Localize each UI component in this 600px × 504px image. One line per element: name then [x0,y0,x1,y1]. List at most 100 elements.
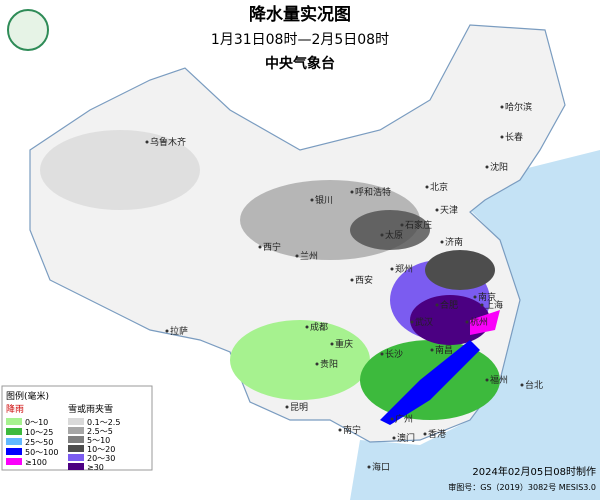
city-label: 成都 [310,321,328,333]
legend-label: 2.5～5 [87,427,113,436]
city-label: 武汉 [415,316,433,328]
city-label: 南宁 [343,424,361,436]
city-label: 香港 [428,428,446,440]
legend-label: ≥100 [25,458,47,467]
legend-swatch [6,418,22,425]
city-label: 海口 [372,461,390,473]
city-label: 长春 [505,131,523,143]
city-dot [423,432,427,436]
legend-swatch [68,463,84,470]
legend-rain-title: 降雨 [6,403,24,415]
city-dot [485,378,489,382]
city-label: 济南 [445,236,463,248]
legend-label: ≥30 [87,463,104,472]
legend-label: 5～10 [87,436,110,445]
city-dot [305,325,309,329]
city-dot [390,417,394,421]
city-label: 乌鲁木齐 [150,136,186,148]
city-label: 西宁 [263,241,281,253]
city-label: 杭州 [470,316,488,328]
legend-snow-title: 雪或雨夹雪 [68,403,113,415]
city-label: 哈尔滨 [505,101,532,113]
legend-swatch [6,438,22,445]
city-label: 天津 [440,205,458,216]
rain-area [380,340,480,425]
city-dot [440,240,444,244]
legend-swatch [6,428,22,435]
legend-swatch [68,436,84,443]
legend-label: 20～30 [87,454,115,463]
city-dot [473,295,477,299]
legend-swatch [68,427,84,434]
city-dot [390,267,394,271]
city-dot [315,362,319,366]
city-label: 澳门 [397,432,415,444]
city-dot [520,383,524,387]
city-dot [295,254,299,258]
rain-area [470,310,500,335]
city-dot [425,185,429,189]
city-dot [435,303,439,307]
legend-label: 0.1～2.5 [87,418,120,427]
city-label: 郑州 [395,263,413,275]
city-label: 长沙 [385,348,403,360]
legend-swatch [6,448,22,455]
city-dot [480,303,484,307]
city-dot [380,233,384,237]
city-label: 上海 [485,299,503,311]
city-label: 西安 [355,274,373,286]
legend-label: 10～20 [87,445,115,454]
city-label: 台北 [525,379,543,391]
city-label: 南昌 [435,344,453,356]
agency: 中央气象台 [265,55,335,72]
city-dot [258,245,262,249]
city-dot [338,428,342,432]
snow-area [350,210,430,250]
city-dot [500,105,504,109]
city-dot [145,140,149,144]
snow-area [425,250,495,290]
legend-swatch [68,418,84,425]
approval: 审图号：GS（2019）3082号 MESIS3.0 [448,482,596,492]
city-dot [165,329,169,333]
city-label: 重庆 [335,338,353,350]
made-time: 2024年02月05日08时制作 [472,465,596,478]
city-dot [380,352,384,356]
legend-swatch [6,458,22,465]
sea [350,150,600,500]
legend-swatch [68,445,84,452]
city-label: 石家庄 [405,219,432,231]
snow-area [40,130,200,210]
city-label: 沈阳 [490,161,508,173]
city-label: 呼和浩特 [355,186,391,198]
city-label: 南京 [478,291,496,303]
city-dot [350,190,354,194]
city-dot [485,165,489,169]
legend-swatch [68,454,84,461]
city-dot [410,320,414,324]
city-dot [285,405,289,409]
city-dot [392,436,396,440]
city-label: 兰州 [300,250,318,262]
city-dot [330,342,334,346]
legend-label: 0～10 [25,418,48,427]
city-dot [350,278,354,282]
city-label: 北京 [430,181,448,193]
precip-areas [40,130,500,425]
city-dot [430,348,434,352]
rain-area [230,320,370,400]
city-label: 合肥 [440,299,458,311]
legend-label: 10～25 [25,428,53,437]
city-dot [400,223,404,227]
title: 降水量实况图 [249,4,351,25]
city-label: 昆明 [290,402,308,413]
city-label: 银川 [315,194,333,206]
legend-title: 图例(毫米) [6,390,49,402]
logo [7,9,49,51]
city-label: 拉萨 [170,325,188,337]
city-dot [435,208,439,212]
city-dot [310,198,314,202]
city-dot [500,135,504,139]
legend-label: 25～50 [25,438,53,447]
